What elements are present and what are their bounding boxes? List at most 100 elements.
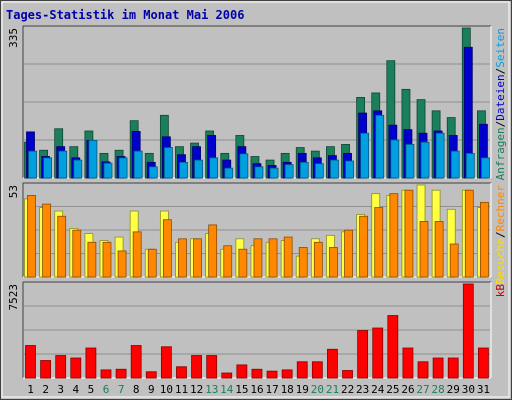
bar-seiten-day-30 (465, 152, 475, 179)
bar-kb-day-11 (176, 366, 187, 379)
bar-seiten-day-15 (239, 153, 249, 179)
x-tick-label: 5 (88, 383, 95, 396)
x-tick-label: 7 (118, 383, 125, 396)
x-tick-label: 10 (160, 383, 173, 396)
bar-rechner-day-30 (464, 189, 474, 278)
legend-entry: / (494, 121, 507, 128)
legend-entry: Rechner (494, 185, 507, 232)
legend-entry: kB (494, 284, 507, 298)
bar-rechner-day-22 (344, 229, 353, 278)
x-tick-label: 25 (386, 383, 399, 396)
bar-seiten-day-25 (390, 139, 400, 179)
bar-kb-day-21 (327, 348, 338, 379)
bar-seiten-day-8 (133, 150, 143, 179)
x-tick-label: 11 (175, 383, 188, 396)
bar-kb-day-27 (417, 361, 429, 379)
x-tick-label: 20 (311, 383, 324, 396)
legend: kB (494, 284, 507, 298)
bar-kb-day-23 (357, 330, 369, 379)
bar-kb-day-31 (477, 347, 489, 379)
bar-kb-day-22 (342, 370, 353, 379)
bar-rechner-day-25 (389, 193, 399, 278)
bar-seiten-day-3 (58, 150, 68, 179)
bar-seiten-day-6 (103, 162, 113, 179)
legend-entry: / (494, 68, 507, 75)
bar-rechner-day-12 (193, 238, 202, 278)
bar-seiten-day-20 (314, 163, 324, 179)
bar-seiten-day-12 (194, 159, 203, 179)
bar-rechner-day-31 (479, 201, 489, 278)
chart-panel-3: 7523 kB (7, 281, 507, 379)
bar-seiten-day-19 (299, 161, 309, 179)
x-tick-label: 9 (148, 383, 155, 396)
bar-kb-day-10 (160, 346, 172, 379)
bar-rechner-day-6 (102, 241, 112, 278)
y-axis-max-label: 7523 (7, 284, 20, 311)
x-tick-label: 21 (326, 383, 339, 396)
bar-kb-day-17 (266, 370, 278, 379)
bar-kb-day-2 (40, 360, 51, 379)
x-tick-label: 19 (296, 383, 309, 396)
bar-seiten-day-24 (375, 114, 385, 179)
legend-entry: Anfragen (494, 127, 507, 180)
bar-rechner-day-13 (208, 224, 218, 278)
x-tick-label: 4 (73, 383, 80, 396)
bar-kb-day-25 (387, 315, 399, 379)
bar-rechner-day-17 (268, 238, 278, 278)
x-tick-label: 24 (371, 383, 385, 396)
bar-seiten-day-16 (254, 166, 264, 179)
bar-seiten-day-4 (73, 159, 83, 179)
x-tick-label: 28 (432, 383, 445, 396)
x-tick-label: 31 (477, 383, 490, 396)
bar-seiten-day-22 (345, 160, 354, 179)
x-tick-label: 8 (133, 383, 140, 396)
legend-entry: Dateien (494, 74, 507, 120)
bar-rechner-day-18 (283, 236, 293, 278)
bar-rechner-day-20 (313, 241, 323, 278)
chart-title: Tages-Statistik im Monat Mai 2006 (6, 8, 244, 22)
x-tick-label: 12 (190, 383, 203, 396)
bar-rechner-day-27 (419, 221, 429, 278)
bar-rechner-day-29 (449, 243, 459, 278)
bar-seiten-day-31 (480, 157, 490, 179)
bar-seiten-day-10 (163, 147, 173, 179)
bar-kb-day-16 (251, 368, 263, 379)
y-axis-max-label: 53 (7, 185, 20, 198)
bar-seiten-day-26 (405, 144, 415, 179)
legend: Besuche/Rechner (494, 185, 507, 285)
bar-kb-day-9 (145, 371, 157, 379)
x-tick-label: 18 (281, 383, 294, 396)
x-tick-label: 29 (447, 383, 460, 396)
x-tick-label: 1 (27, 383, 34, 396)
chart-panels: 335Anfragen/Dateien/Seiten53Besuche/Rech… (7, 25, 507, 396)
bar-kb-day-8 (130, 345, 142, 379)
bar-rechner-day-3 (57, 215, 67, 278)
bar-kb-day-29 (447, 357, 459, 379)
bar-rechner-day-4 (72, 229, 82, 278)
bar-seiten-day-11 (179, 161, 188, 179)
bar-seiten-day-14 (224, 167, 234, 179)
bar-seiten-day-28 (435, 132, 445, 179)
bar-kb-day-28 (432, 357, 444, 379)
bar-rechner-day-2 (42, 203, 51, 278)
bar-rechner-day-1 (27, 195, 36, 278)
x-tick-label: 2 (42, 383, 49, 396)
bar-rechner-day-5 (87, 241, 97, 278)
bar-seiten-day-18 (284, 164, 294, 179)
bar-seiten-day-1 (28, 150, 37, 179)
legend-entry: / (494, 231, 507, 238)
bar-kb-day-3 (55, 355, 67, 379)
x-tick-label: 23 (356, 383, 369, 396)
bar-rechner-day-14 (223, 245, 233, 278)
bar-kb-day-6 (100, 369, 112, 379)
bar-kb-day-4 (70, 357, 82, 379)
x-tick-label: 26 (401, 383, 414, 396)
legend-entry: Besuche (494, 238, 507, 284)
x-tick-label: 16 (250, 383, 263, 396)
y-axis-max-label: 335 (7, 28, 20, 48)
bar-kb-day-26 (402, 347, 414, 379)
x-tick-label: 17 (265, 383, 278, 396)
x-tick-label: 14 (220, 383, 234, 396)
